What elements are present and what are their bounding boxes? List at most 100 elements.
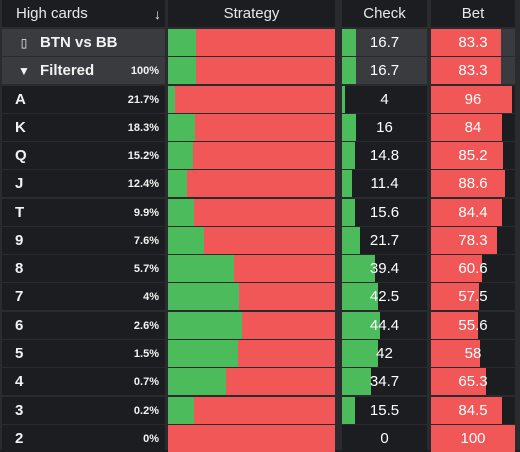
row-label-cell[interactable]: Q 15.2% [2, 142, 165, 169]
row-label: J [15, 170, 23, 197]
bet-value: 84.4 [458, 204, 488, 221]
check-bar [342, 227, 361, 254]
table-row[interactable]: J 12.4% 11.4 88.6 [0, 170, 520, 197]
row-label-text: BTN vs BB [40, 34, 118, 51]
row-label-text: Filtered [40, 62, 95, 79]
row-label-text: J [15, 175, 24, 192]
row-label: 6 [15, 312, 23, 339]
row-frequency: 18.3% [127, 121, 159, 134]
column-header-bet-text: Bet [461, 5, 485, 22]
check-value: 16 [376, 119, 393, 136]
row-label: 9 [15, 227, 23, 254]
row-label-cell[interactable]: K 18.3% [2, 114, 165, 141]
check-bar [342, 57, 357, 84]
check-cell: 11.4 [342, 170, 427, 197]
row-label: T [15, 199, 24, 226]
column-header-bet[interactable]: Bet [431, 0, 515, 27]
row-label-text: 3 [15, 402, 24, 419]
strategy-bar [168, 425, 335, 452]
row-label: 3 [15, 397, 23, 424]
bet-value: 65.3 [458, 373, 488, 390]
table-row[interactable]: K 18.3% 16 84 [0, 114, 520, 141]
table-row[interactable]: 2 0% 0 100 [0, 425, 520, 452]
bet-bar [431, 86, 512, 113]
row-label-cell[interactable]: ▯ BTN vs BB [2, 29, 165, 56]
bet-bar [431, 397, 502, 424]
row-label-cell[interactable]: ▼ Filtered 100% [2, 57, 165, 84]
row-label-cell[interactable]: 2 0% [2, 425, 165, 452]
strategy-check-segment [168, 170, 188, 197]
strategy-check-segment [168, 283, 239, 310]
bet-bar [431, 425, 515, 452]
row-label: A [15, 86, 26, 113]
row-label-cell[interactable]: T 9.9% [2, 199, 165, 226]
strategy-check-segment [168, 255, 234, 282]
strategy-bar [168, 29, 335, 56]
column-header-strategy-text: Strategy [223, 5, 280, 22]
check-value: 39.4 [369, 260, 400, 277]
table-row[interactable]: Q 15.2% 14.8 85.2 [0, 142, 520, 169]
row-frequency: 7.6% [133, 234, 159, 247]
check-bar [342, 170, 352, 197]
bet-value: 83.3 [458, 34, 488, 51]
row-label-cell[interactable]: J 12.4% [2, 170, 165, 197]
arrow-down-icon[interactable]: ↓ [154, 5, 161, 22]
table-row[interactable]: 4 0.7% 34.7 65.3 [0, 368, 520, 395]
check-bar [342, 199, 356, 226]
row-label-cell[interactable]: 7 4% [2, 283, 165, 310]
strategy-bar [168, 57, 335, 84]
bookmark-icon: ▯ [20, 35, 28, 50]
strategy-bar [168, 283, 335, 310]
table-row[interactable]: 6 2.6% 44.4 55.6 [0, 312, 520, 339]
bet-cell: 57.5 [431, 283, 515, 310]
check-bar [342, 142, 355, 169]
bet-value: 96 [464, 91, 482, 108]
table-row[interactable]: 9 7.6% 21.7 78.3 [0, 227, 520, 254]
table-row[interactable]: 7 4% 42.5 57.5 [0, 283, 520, 310]
column-header-check[interactable]: Check [342, 0, 427, 27]
strategy-bar [168, 255, 335, 282]
row-label-cell[interactable]: 9 7.6% [2, 227, 165, 254]
bet-cell: 96 [431, 86, 515, 113]
summary-row[interactable]: ▼ Filtered 100% 16.7 83.3 [0, 57, 520, 84]
check-value: 21.7 [369, 232, 400, 249]
row-label-cell[interactable]: A 21.7% [2, 86, 165, 113]
strategy-check-segment [168, 86, 175, 113]
bet-value: 84 [464, 119, 482, 136]
row-label-text: 6 [15, 317, 24, 334]
strategy-bar [168, 114, 335, 141]
row-label-cell[interactable]: 8 5.7% [2, 255, 165, 282]
table-row[interactable]: 5 1.5% 42 58 [0, 340, 520, 367]
check-cell: 4 [342, 86, 427, 113]
check-cell: 0 [342, 425, 427, 452]
bet-bar [431, 283, 480, 310]
check-value: 16.7 [369, 62, 400, 79]
bet-cell: 60.6 [431, 255, 515, 282]
row-label: 7 [15, 283, 23, 310]
row-label-cell[interactable]: 5 1.5% [2, 340, 165, 367]
check-value: 11.4 [370, 175, 399, 192]
strategy-check-segment [168, 312, 243, 339]
table-row[interactable]: 3 0.2% 15.5 84.5 [0, 397, 520, 424]
check-cell: 15.6 [342, 199, 427, 226]
column-header-label[interactable]: High cards ↓ [2, 0, 165, 27]
summary-row[interactable]: ▯ BTN vs BB 16.7 83.3 [0, 29, 520, 56]
bet-bar [431, 114, 502, 141]
row-label-cell[interactable]: 4 0.7% [2, 368, 165, 395]
strategy-bar [168, 397, 335, 424]
row-label-cell[interactable]: 6 2.6% [2, 312, 165, 339]
row-label-text: A [15, 91, 26, 108]
table-row[interactable]: T 9.9% 15.6 84.4 [0, 199, 520, 226]
row-label-cell[interactable]: 3 0.2% [2, 397, 165, 424]
check-value: 14.8 [369, 147, 400, 164]
row-frequency: 100% [130, 64, 159, 77]
column-header-strategy[interactable]: Strategy [168, 0, 335, 27]
strategy-check-segment [168, 340, 239, 367]
check-value: 4 [380, 91, 389, 108]
check-cell: 16.7 [342, 29, 427, 56]
table-row[interactable]: A 21.7% 4 96 [0, 86, 520, 113]
table-row[interactable]: 8 5.7% 39.4 60.6 [0, 255, 520, 282]
check-value: 0 [380, 430, 389, 447]
check-cell: 34.7 [342, 368, 427, 395]
